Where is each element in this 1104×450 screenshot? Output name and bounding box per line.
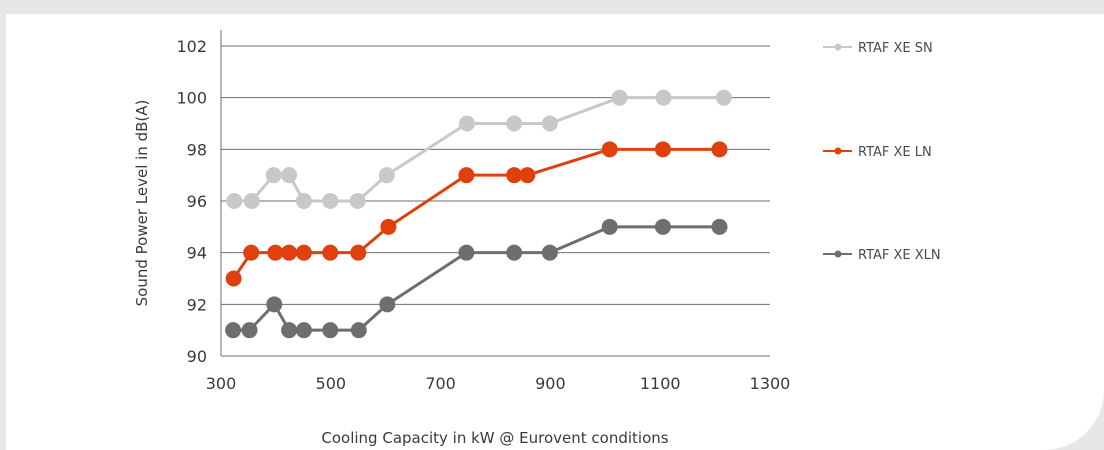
series-rtaf-xe-xln-point xyxy=(350,322,367,339)
x-tick-labels: 300 500 700 900 1100 1300 xyxy=(206,374,791,393)
series-rtaf-xe-xln-point xyxy=(601,218,618,235)
y-tick-label: 96 xyxy=(187,192,207,211)
y-tick-label: 98 xyxy=(187,140,207,159)
series-rtaf-xe-sn-point xyxy=(715,89,732,106)
series-rtaf-xe-ln-point xyxy=(506,167,523,184)
legend-marker xyxy=(834,43,842,51)
series-rtaf-xe-ln-point xyxy=(267,244,284,261)
series-rtaf-xe-sn-point xyxy=(541,115,558,132)
series-rtaf-xe-sn-point xyxy=(243,193,260,209)
series-rtaf-xe-ln-point xyxy=(295,244,312,261)
y-axis-title: Sound Power Level in dB(A) xyxy=(133,100,151,307)
series-rtaf-xe-xln xyxy=(225,218,728,339)
series-rtaf-xe-ln-point xyxy=(350,244,367,261)
series-rtaf-xe-sn xyxy=(226,89,732,209)
x-tick-label: 1100 xyxy=(640,374,681,393)
y-tick-label: 102 xyxy=(176,37,207,56)
series-rtaf-xe-sn-point xyxy=(226,193,243,209)
series-rtaf-xe-sn-point xyxy=(265,167,282,184)
series-rtaf-xe-ln-point xyxy=(380,218,397,235)
x-tick-label: 900 xyxy=(535,374,566,393)
y-tick-label: 90 xyxy=(187,347,207,366)
series-rtaf-xe-xln-point xyxy=(458,244,475,261)
legend-label: RTAF XE SN xyxy=(858,41,933,56)
legend-item-series-rtaf-xe-xln: RTAF XE XLN xyxy=(823,248,941,263)
series-rtaf-xe-ln-point xyxy=(281,244,298,261)
series-rtaf-xe-ln-point xyxy=(601,141,618,158)
series-rtaf-xe-sn-point xyxy=(506,115,523,132)
series-rtaf-xe-ln-point xyxy=(458,167,475,184)
series-rtaf-xe-xln-point xyxy=(295,322,312,339)
chart-card xyxy=(6,14,1104,450)
series-rtaf-xe-xln-point xyxy=(225,322,242,339)
series-rtaf-xe-sn-point xyxy=(349,193,366,209)
series-layer xyxy=(225,89,732,339)
series-rtaf-xe-xln-point xyxy=(379,296,396,313)
x-tick-label: 300 xyxy=(206,374,237,393)
series-rtaf-xe-sn-point xyxy=(458,115,475,132)
x-axis-title: Cooling Capacity in kW @ Eurovent condit… xyxy=(321,429,668,447)
series-rtaf-xe-xln-point xyxy=(322,322,339,339)
series-rtaf-xe-xln-point xyxy=(541,244,558,261)
x-tick-label: 500 xyxy=(316,374,347,393)
series-rtaf-xe-xln-point xyxy=(711,218,728,235)
series-rtaf-xe-xln-point xyxy=(506,244,523,261)
legend-item-series-rtaf-xe-sn: RTAF XE SN xyxy=(823,41,933,56)
y-tick-label: 92 xyxy=(187,295,207,314)
series-rtaf-xe-ln-point xyxy=(225,270,242,287)
y-tick-labels: 90 92 94 96 98 100 102 xyxy=(176,37,207,366)
series-rtaf-xe-sn-point xyxy=(322,193,339,209)
series-rtaf-xe-xln-point xyxy=(654,218,671,235)
x-tick-label: 700 xyxy=(425,374,456,393)
legend-marker xyxy=(834,147,842,155)
y-tick-label: 94 xyxy=(187,244,207,263)
series-rtaf-xe-ln xyxy=(225,141,728,287)
series-rtaf-xe-sn-point xyxy=(611,89,628,106)
series-rtaf-xe-ln-point xyxy=(519,167,536,184)
legend-item-series-rtaf-xe-ln: RTAF XE LN xyxy=(823,145,932,160)
series-rtaf-xe-ln-point xyxy=(243,244,260,261)
series-rtaf-xe-sn-point xyxy=(655,89,672,106)
series-rtaf-xe-ln-point xyxy=(654,141,671,158)
legend-marker xyxy=(834,250,842,258)
series-rtaf-xe-ln-point xyxy=(711,141,728,158)
x-tick-label: 1300 xyxy=(750,374,791,393)
y-tick-label: 100 xyxy=(176,89,207,108)
series-rtaf-xe-xln-point xyxy=(281,322,298,339)
legend-label: RTAF XE LN xyxy=(858,145,932,160)
series-rtaf-xe-sn-point xyxy=(378,167,395,184)
series-rtaf-xe-xln-point xyxy=(241,322,258,339)
series-rtaf-xe-sn-point xyxy=(295,193,312,209)
series-rtaf-xe-sn-point xyxy=(281,167,298,184)
series-rtaf-xe-xln-line xyxy=(233,225,720,332)
series-rtaf-xe-xln-point xyxy=(266,296,283,313)
series-rtaf-xe-ln-point xyxy=(322,244,339,261)
legend-label: RTAF XE XLN xyxy=(858,248,941,263)
legend: RTAF XE SN RTAF XE LN RTAF XE XLN xyxy=(823,41,941,263)
